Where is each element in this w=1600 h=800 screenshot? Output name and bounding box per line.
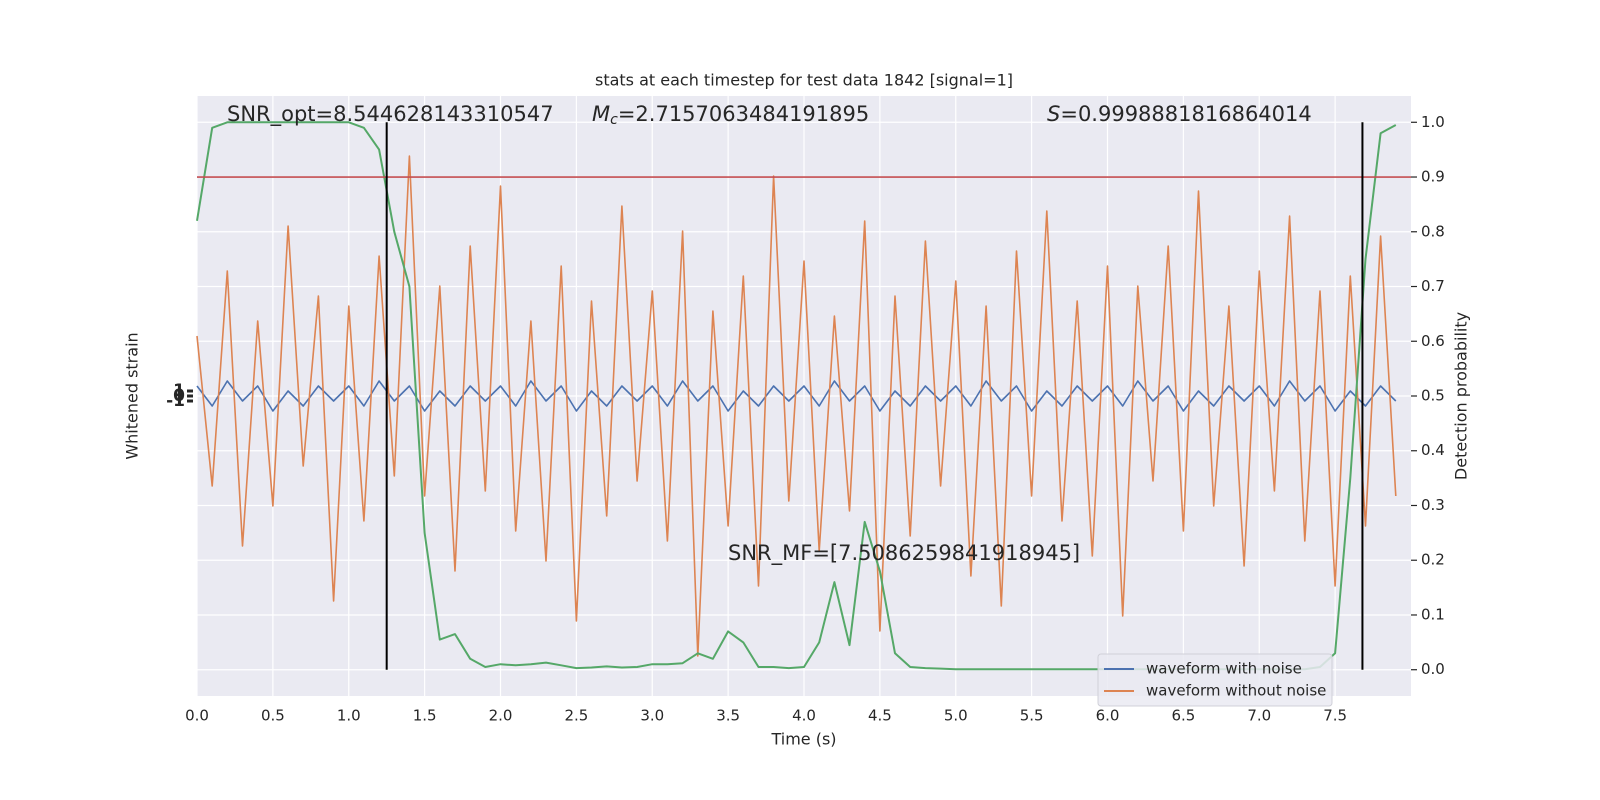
y2-tick-label: 0.7 xyxy=(1421,277,1445,295)
annotation-subscript: c xyxy=(610,112,618,128)
y-tick-label: 0 xyxy=(173,386,185,406)
x-tick-label: 1.0 xyxy=(337,707,361,725)
x-tick-label: 5.5 xyxy=(1020,707,1044,725)
y-axis-label: Whitened strain xyxy=(123,332,142,459)
x-axis-label: Time (s) xyxy=(770,730,836,749)
y2-tick-label: 0.5 xyxy=(1421,387,1445,405)
y2-tick-label: 0.1 xyxy=(1421,605,1445,623)
y-tick-label: -1 xyxy=(166,391,185,411)
x-tick-label: 2.5 xyxy=(564,707,588,725)
x-tick-label: 0.5 xyxy=(261,707,285,725)
x-tick-label: 6.0 xyxy=(1096,707,1120,725)
x-tick-label: 0.0 xyxy=(185,707,209,725)
annotation-text: =0.9998881816864014 xyxy=(1060,102,1311,126)
annotation: SNR_MF=[7.5086259841918945] xyxy=(728,541,1080,566)
y2-tick-label: 0.2 xyxy=(1421,551,1445,569)
y-tick-label: 1 xyxy=(173,381,185,401)
chart-title: stats at each timestep for test data 184… xyxy=(595,71,1013,90)
x-tick-label: 7.5 xyxy=(1323,707,1347,725)
y2-tick-label: 0.6 xyxy=(1421,332,1445,350)
legend-label: waveform without noise xyxy=(1146,682,1326,700)
x-tick-label: 5.0 xyxy=(944,707,968,725)
x-tick-label: 3.0 xyxy=(640,707,664,725)
x-tick-label: 2.0 xyxy=(489,707,513,725)
x-tick-label: 4.5 xyxy=(868,707,892,725)
y2-axis-label: Detection probability xyxy=(1452,312,1471,480)
y2-tick-label: 1.0 xyxy=(1421,113,1445,131)
y2-tick-label: 0.3 xyxy=(1421,496,1445,514)
y2-tick-label: 0.9 xyxy=(1421,168,1445,186)
y2-tick-label: 0.4 xyxy=(1421,441,1445,459)
x-tick-label: 7.0 xyxy=(1247,707,1271,725)
y2-tick-label: 0.8 xyxy=(1421,222,1445,240)
annotation-text: =2.7157063484191895 xyxy=(618,102,869,126)
y2-tick-label: 0.0 xyxy=(1421,660,1445,678)
annotation: SNR_opt=8.544628143310547 xyxy=(227,102,554,127)
annotation: Mc=2.7157063484191895 xyxy=(592,102,869,128)
annotation-symbol: M xyxy=(592,102,610,126)
series-line xyxy=(196,155,1397,657)
annotation-symbol: S xyxy=(1047,102,1060,126)
x-tick-label: 1.5 xyxy=(413,707,437,725)
annotation: S=0.9998881816864014 xyxy=(1047,102,1312,126)
x-tick-label: 4.0 xyxy=(792,707,816,725)
x-tick-label: 6.5 xyxy=(1171,707,1195,725)
x-tick-label: 3.5 xyxy=(716,707,740,725)
legend-box xyxy=(1097,653,1333,707)
legend-label: waveform with noise xyxy=(1146,660,1302,678)
